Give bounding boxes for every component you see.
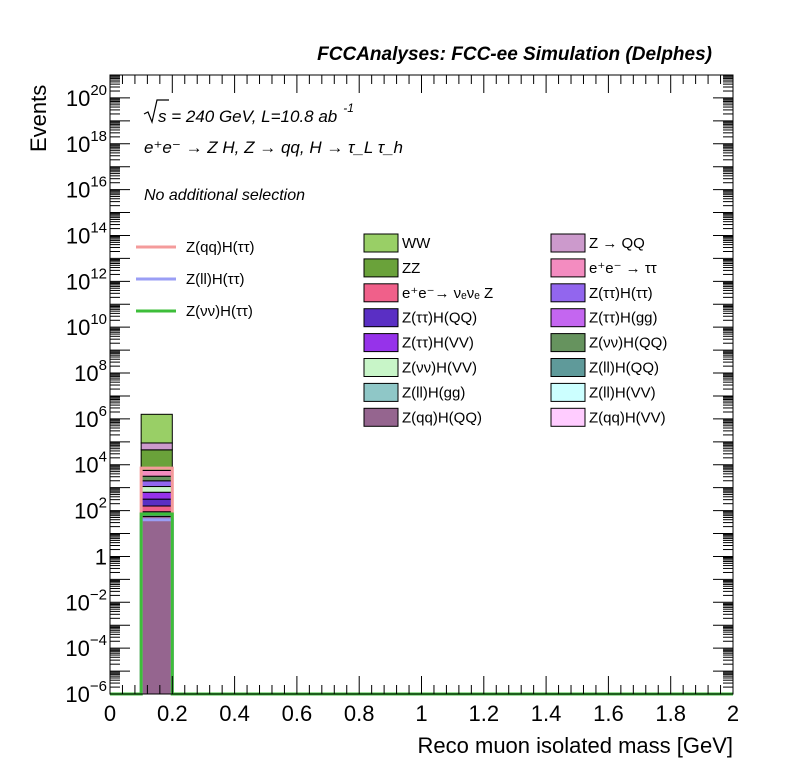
stack-segment-5 [140,486,173,493]
stack-segment-7 [140,475,173,482]
annotation-selection: No additional selection [144,187,305,204]
x-tick-label: 1.4 [531,701,562,726]
y-tick-label: 10−6 [65,678,107,707]
y-axis-label: Events [26,85,51,152]
y-tick-label: 1016 [66,174,107,203]
legend-col2-label: Z → QQ [589,235,645,252]
legend-col2-label: Z(qq)H(VV) [589,409,666,426]
legend-col1-label: ZZ [402,260,420,277]
legend-col2-swatch-2 [550,283,586,303]
legend: Z(qq)H(ττ) Z(ll)H(ττ) Z(νν)H(ττ) WW ZZ e⁺e⁻→ … [136,233,667,427]
legend-col2-swatch-1 [550,258,586,278]
x-tick-label: 0.6 [282,701,313,726]
energy-text: s = 240 GeV, L=10.8 ab -1 [158,101,354,126]
legend-col2-swatch-4 [550,333,586,353]
legend-col1-swatch-6 [363,382,399,402]
y-tick-label: 1 [95,544,107,569]
legend-col2-label: Z(ττ)H(gg) [589,310,658,327]
y-tick-label: 108 [74,357,107,386]
signal-line-0 [110,466,733,696]
y-tick-label: 1020 [66,82,107,111]
legend-col1-swatch-5 [363,358,399,377]
y-tick-label: 1014 [66,219,107,248]
annotation-process: e⁺e⁻ → Z H, Z → qq, H → τ_L τ_h [144,138,403,157]
x-tick-label: 1.2 [469,701,500,726]
axes-layer: 0 0.2 0.4 0.6 0.8 1 1.2 1.4 1.6 1.8 2 1020 1018 1016 1… [65,74,739,726]
x-tick-label: 1.6 [593,701,624,726]
legend-col1-swatch-2 [363,283,399,303]
x-tick-label: 0.8 [344,701,375,726]
legend-col1-label: e⁺e⁻→ νₑνₑ Z [402,285,493,302]
legend-col1-swatch-4 [363,333,399,353]
stack-segment-6 [140,480,173,488]
legend-col1-swatch-3 [363,308,399,328]
legend-col1-label: Z(ττ)H(QQ) [402,310,477,327]
stack-segment-10 [140,442,173,451]
bars-layer [110,413,733,696]
legend-col2-label: Z(ll)H(QQ) [589,360,659,377]
y-tick-label: 102 [74,495,107,524]
legend-col1-label: Z(ττ)H(VV) [402,335,474,352]
legend-col1-label: Z(ll)H(gg) [402,384,465,401]
y-tick-label: 1018 [66,128,107,157]
legend-col1-label: Z(qq)H(QQ) [402,409,482,426]
legend-col1-swatch-0 [363,233,399,253]
legend-label: Z(νν)H(ττ) [186,303,253,320]
legend-col2-label: Z(ττ)H(ττ) [589,285,653,302]
legend-col2-swatch-7 [550,407,586,427]
legend-col1-label: Z(νν)H(VV) [402,360,477,377]
x-axis-label: Reco muon isolated mass [GeV] [418,733,733,758]
y-tick-label: 10−2 [65,586,107,615]
x-tick-label: 0 [104,701,116,726]
chart-title: FCCAnalyses: FCC-ee Simulation (Delphes) [317,44,712,65]
x-tick-label: 0.2 [157,701,188,726]
annotation-energy: s = 240 GeV, L=10.8 ab -1 [143,99,354,126]
legend-col2-label: Z(νν)H(QQ) [589,335,667,352]
stack-segment-2 [140,505,173,513]
y-tick-label: 1012 [66,265,107,294]
legend-col1-swatch-1 [363,258,399,278]
sqrt-symbol [143,99,169,125]
y-tick-label: 10−4 [65,632,107,661]
stack-segment-0 [140,515,173,695]
legend-col2-swatch-5 [550,358,586,377]
legend-label: Z(ll)H(ττ) [186,271,245,288]
y-tick-label: 104 [74,449,107,478]
legend-col2-swatch-6 [550,382,586,402]
signal-line-1 [110,518,733,696]
stack-segment-4 [140,491,173,500]
x-tick-label: 2 [727,701,739,726]
stack-segment-8 [140,469,173,477]
x-tick-label: 1.8 [655,701,686,726]
legend-col2-label: e⁺e⁻ → ττ [589,260,657,277]
legend-label: Z(qq)H(ττ) [186,239,255,256]
x-tick-label: 0.4 [219,701,250,726]
signal-line-2 [110,512,733,696]
y-tick-label: 1010 [66,311,107,340]
legend-col1-swatch-7 [363,407,399,427]
legend-col1-label: WW [402,235,431,252]
stack-segment-11 [140,413,173,444]
y-tick-label: 106 [74,403,107,432]
x-tick-label: 1 [415,701,427,726]
legend-col2-label: Z(ll)H(VV) [589,384,656,401]
stack-segment-3 [140,498,173,507]
legend-col2-swatch-0 [550,233,586,253]
legend-col2-swatch-3 [550,308,586,328]
